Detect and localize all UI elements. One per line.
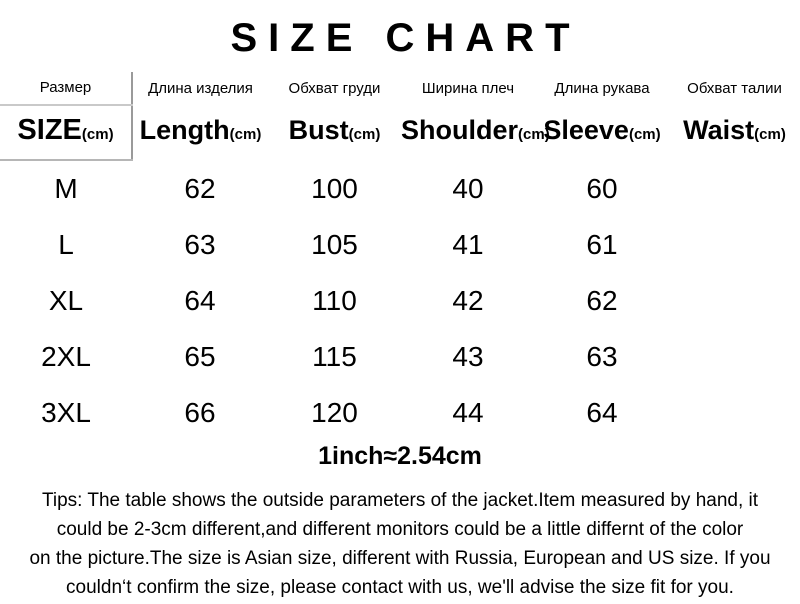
tips-block: Tips: The table shows the outside parame… [0,486,800,602]
table-row: 2XL 65 115 43 63 [0,329,800,385]
cell-length: 64 [184,285,216,316]
column-header-en-waist-label: Waist [683,115,755,145]
column-header-en-waist: Waist(cm) [669,105,800,160]
size-chart-table-wrapper: Размер Длина изделия Обхват груди Ширина… [0,72,800,441]
column-header-en-sleeve: Sleeve(cm) [535,105,669,160]
column-header-en-shoulder-label: Shoulder [401,115,519,145]
column-header-en-sleeve-unit: (cm) [628,126,661,143]
cell-length: 66 [184,397,216,428]
cell-sleeve: 63 [586,341,618,372]
column-header-en-bust-unit: (cm) [348,126,381,143]
cell-bust: 110 [312,285,357,316]
column-header-en-size-unit: (cm) [81,126,114,143]
table-row: L 63 105 41 61 [0,217,800,273]
size-chart-body: Размер Длина изделия Обхват груди Ширина… [0,72,800,441]
cell-shoulder: 44 [452,397,484,428]
cell-sleeve: 62 [586,285,618,316]
cell-waist [669,273,800,329]
cell-size: 2XL [41,341,91,372]
column-header-en-waist-unit: (cm) [754,126,786,143]
column-header-ru-size: Размер [0,72,133,106]
cell-waist [669,385,800,441]
header-row-russian: Размер Длина изделия Обхват груди Ширина… [0,72,800,106]
cell-waist [669,217,800,273]
cell-sleeve: 64 [586,397,618,428]
cell-shoulder: 42 [452,285,484,316]
cell-bust: 115 [312,341,357,372]
cell-size: 3XL [41,397,91,428]
column-header-ru-shoulder: Ширина плеч [421,79,515,97]
cell-bust: 100 [311,172,358,204]
inch-conversion-note: 1inch≈2.54cm [318,442,482,470]
column-header-en-length-label: Length [139,115,230,145]
column-header-en-size-label: SIZE [17,114,82,146]
cell-waist [669,329,800,385]
size-chart-table: Размер Длина изделия Обхват груди Ширина… [0,72,800,441]
cell-shoulder: 40 [452,172,484,204]
table-row: 3XL 66 120 44 64 [0,385,800,441]
column-header-ru-length: Длина изделия [148,79,253,97]
tips-line-1: Tips: The table shows the outside parame… [41,490,759,511]
column-header-en-bust: Bust(cm) [268,105,401,160]
column-header-en-shoulder: Shoulder(cm) [401,105,550,160]
cell-sleeve: 60 [586,172,618,204]
column-header-en-length: Length(cm) [132,105,268,160]
column-header-en-sleeve-label: Sleeve [543,115,629,145]
table-row: XL 64 110 42 62 [0,273,800,329]
tips-line-3: on the picture.The size is Asian size, d… [29,548,771,569]
cell-length: 62 [184,172,216,204]
column-header-en-shoulder-unit: (cm) [518,126,550,143]
cell-length: 65 [184,341,216,372]
cell-size: XL [48,285,84,316]
column-header-en-bust-label: Bust [288,115,349,145]
tips-line-4: couldn‘t confirm the size, please contac… [66,577,734,598]
column-header-en-size: SIZE(cm) [0,105,133,161]
column-header-ru-waist: Обхват талии [687,79,782,97]
column-header-ru-bust: Обхват груди [288,79,381,97]
page-title: SIZE CHART [230,16,581,60]
tips-line-2: could be 2-3cm different,and different m… [56,519,744,540]
cell-bust: 120 [311,397,358,428]
header-row-english: SIZE(cm) Length(cm) Bust(cm) Shoulder(cm… [0,105,800,161]
cell-length: 63 [184,229,216,260]
cell-shoulder: 43 [452,341,484,372]
column-header-ru-sleeve: Длина рукава [554,79,650,97]
cell-shoulder: 41 [452,229,484,260]
column-header-en-length-unit: (cm) [229,126,262,143]
cell-sleeve: 61 [586,229,618,260]
table-row: M 62 100 40 60 [0,160,800,217]
cell-size: L [58,229,74,260]
cell-waist [669,160,800,217]
cell-size: M [54,173,78,204]
cell-bust: 105 [311,229,358,260]
